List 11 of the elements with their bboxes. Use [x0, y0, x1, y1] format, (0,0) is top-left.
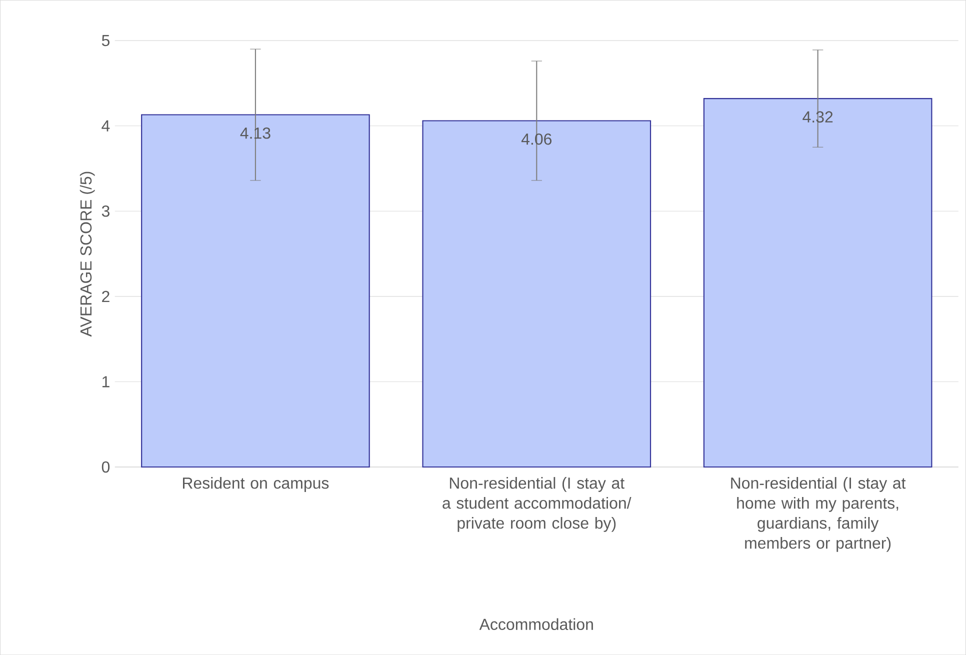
x-tick-label: Non-residential (I stay at home with my parents, guardians, family members or partner) — [731, 476, 906, 552]
y-axis-title: AVERAGE SCORE (/5) — [80, 172, 95, 337]
x-tick-label: Resident on campus — [183, 476, 329, 492]
y-tick-label: 5 — [102, 34, 110, 46]
y-tick-label: 2 — [102, 290, 110, 302]
y-tick-label: 4 — [102, 120, 110, 132]
x-axis-title: Accommodation — [479, 618, 593, 630]
y-tick-label: 3 — [102, 205, 110, 217]
x-tick-label: Non-residential (I stay at a student accommodation/ private room close by) — [442, 476, 632, 532]
y-tick-label: 1 — [102, 376, 110, 388]
y-tick-label: 0 — [102, 461, 110, 473]
